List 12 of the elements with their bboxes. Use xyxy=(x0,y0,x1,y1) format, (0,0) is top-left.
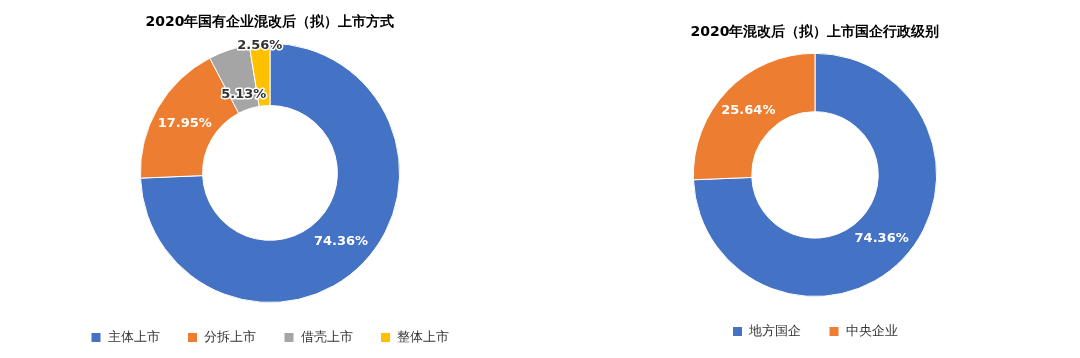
data-label: 74.36% xyxy=(854,230,909,246)
data-label: 25.64% xyxy=(721,102,776,118)
data-label: 17.95% xyxy=(157,115,212,131)
chart-title: 2020年国有企业混改后（拟）上市方式 xyxy=(145,13,395,30)
legend-label: 整体上市 xyxy=(397,328,449,344)
data-label: 74.36% xyxy=(313,232,369,248)
chart-title: 2020年混改后（拟）上市国企行政级别 xyxy=(690,23,940,40)
legend-label: 中央企业 xyxy=(845,322,898,338)
legend-label: 借壳上市 xyxy=(300,328,353,344)
legend-label: 主体上市 xyxy=(107,328,160,344)
legend-label: 分拆上市 xyxy=(204,328,256,344)
legend-label: 地方国企 xyxy=(748,322,801,338)
